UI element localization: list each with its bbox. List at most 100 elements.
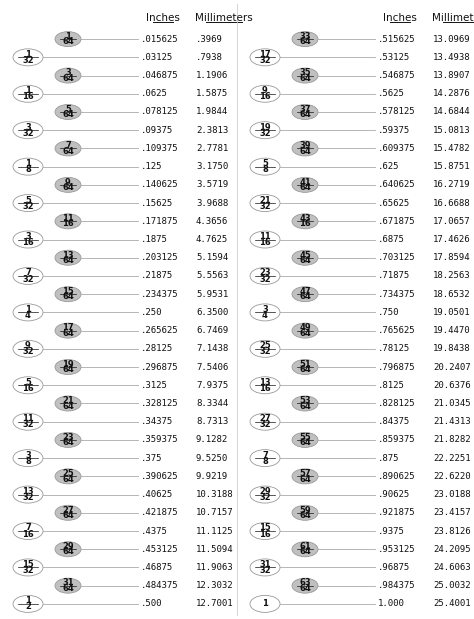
Text: 7: 7 (262, 451, 268, 459)
Ellipse shape (292, 505, 318, 521)
Text: 2.3813: 2.3813 (196, 126, 228, 135)
Ellipse shape (55, 287, 81, 301)
Text: .734375: .734375 (378, 290, 416, 299)
Text: 16.6688: 16.6688 (433, 199, 471, 207)
Text: 15.0813: 15.0813 (433, 126, 471, 135)
Text: .203125: .203125 (141, 253, 179, 262)
Text: .59375: .59375 (378, 126, 410, 135)
Ellipse shape (13, 522, 43, 540)
Text: 16: 16 (259, 92, 271, 102)
Text: 17: 17 (62, 323, 74, 332)
Text: .8125: .8125 (378, 381, 405, 390)
Text: .609375: .609375 (378, 144, 416, 153)
Text: 3: 3 (262, 305, 268, 314)
Text: 9: 9 (65, 178, 71, 187)
Text: 16.2719: 16.2719 (433, 180, 471, 189)
Text: 64: 64 (62, 183, 74, 192)
Text: 32: 32 (22, 202, 34, 210)
Text: 12.7001: 12.7001 (196, 599, 234, 608)
Ellipse shape (292, 542, 318, 556)
Ellipse shape (55, 433, 81, 448)
Ellipse shape (250, 231, 280, 248)
Text: 11: 11 (259, 232, 271, 241)
Text: 64: 64 (62, 584, 74, 593)
Ellipse shape (250, 194, 280, 212)
Text: 5.9531: 5.9531 (196, 290, 228, 299)
Text: 1: 1 (25, 596, 31, 605)
Ellipse shape (55, 141, 81, 156)
Text: 4.3656: 4.3656 (196, 217, 228, 226)
Text: 19: 19 (259, 123, 271, 132)
Text: 23.4157: 23.4157 (433, 508, 471, 517)
Text: .750: .750 (378, 308, 400, 317)
Text: .625: .625 (378, 162, 400, 171)
Text: 8.3344: 8.3344 (196, 399, 228, 408)
Text: .421875: .421875 (141, 508, 179, 517)
Text: 1.1906: 1.1906 (196, 71, 228, 80)
Text: 9.9219: 9.9219 (196, 472, 228, 481)
Text: .828125: .828125 (378, 399, 416, 408)
Text: 21.4313: 21.4313 (433, 417, 471, 426)
Text: 11: 11 (62, 214, 74, 223)
Text: 64: 64 (62, 256, 74, 265)
Text: 1.9844: 1.9844 (196, 108, 228, 116)
Text: 8: 8 (262, 165, 268, 174)
Text: 64: 64 (299, 292, 311, 301)
Text: 23: 23 (62, 433, 74, 442)
Ellipse shape (250, 122, 280, 139)
Text: 32: 32 (22, 274, 34, 284)
Ellipse shape (250, 49, 280, 66)
Text: 11.1125: 11.1125 (196, 527, 234, 535)
Text: 7: 7 (65, 141, 71, 150)
Text: 31: 31 (259, 560, 271, 569)
Text: 61: 61 (299, 542, 311, 551)
Ellipse shape (292, 68, 318, 83)
Text: 16: 16 (22, 384, 34, 393)
Text: 25.4001: 25.4001 (433, 599, 471, 608)
Ellipse shape (13, 231, 43, 248)
Text: 7.5406: 7.5406 (196, 363, 228, 371)
Text: .921875: .921875 (378, 508, 416, 517)
Text: 32: 32 (22, 56, 34, 65)
Text: .046875: .046875 (141, 71, 179, 80)
Text: .0625: .0625 (141, 89, 168, 98)
Text: Inches: Inches (383, 13, 417, 23)
Text: .140625: .140625 (141, 180, 179, 189)
Text: 64: 64 (299, 147, 311, 155)
Text: .78125: .78125 (378, 344, 410, 353)
Text: .46875: .46875 (141, 563, 173, 572)
Text: 32: 32 (22, 493, 34, 502)
Ellipse shape (13, 559, 43, 576)
Text: 32: 32 (259, 56, 271, 65)
Ellipse shape (13, 486, 43, 503)
Ellipse shape (13, 377, 43, 394)
Text: .296875: .296875 (141, 363, 179, 371)
Text: 64: 64 (299, 256, 311, 265)
Text: 16: 16 (22, 92, 34, 102)
Text: 32: 32 (259, 347, 271, 357)
Ellipse shape (13, 85, 43, 102)
Ellipse shape (13, 413, 43, 430)
Text: 64: 64 (62, 438, 74, 447)
Text: 13: 13 (62, 251, 74, 259)
Text: 64: 64 (299, 475, 311, 483)
Text: 64: 64 (62, 110, 74, 119)
Text: 64: 64 (62, 475, 74, 483)
Text: .84375: .84375 (378, 417, 410, 426)
Text: 64: 64 (299, 74, 311, 83)
Text: .9375: .9375 (378, 527, 405, 535)
Text: 64: 64 (299, 37, 311, 46)
Text: 16: 16 (259, 530, 271, 539)
Text: Millimeters: Millimeters (195, 13, 253, 23)
Text: 25: 25 (62, 469, 74, 478)
Text: 1: 1 (25, 305, 31, 314)
Ellipse shape (292, 141, 318, 156)
Text: 1.000: 1.000 (378, 599, 405, 608)
Ellipse shape (292, 469, 318, 484)
Text: 49: 49 (299, 323, 311, 332)
Text: .546875: .546875 (378, 71, 416, 80)
Ellipse shape (292, 578, 318, 593)
Text: .515625: .515625 (378, 35, 416, 43)
Text: 16: 16 (22, 238, 34, 247)
Ellipse shape (292, 360, 318, 374)
